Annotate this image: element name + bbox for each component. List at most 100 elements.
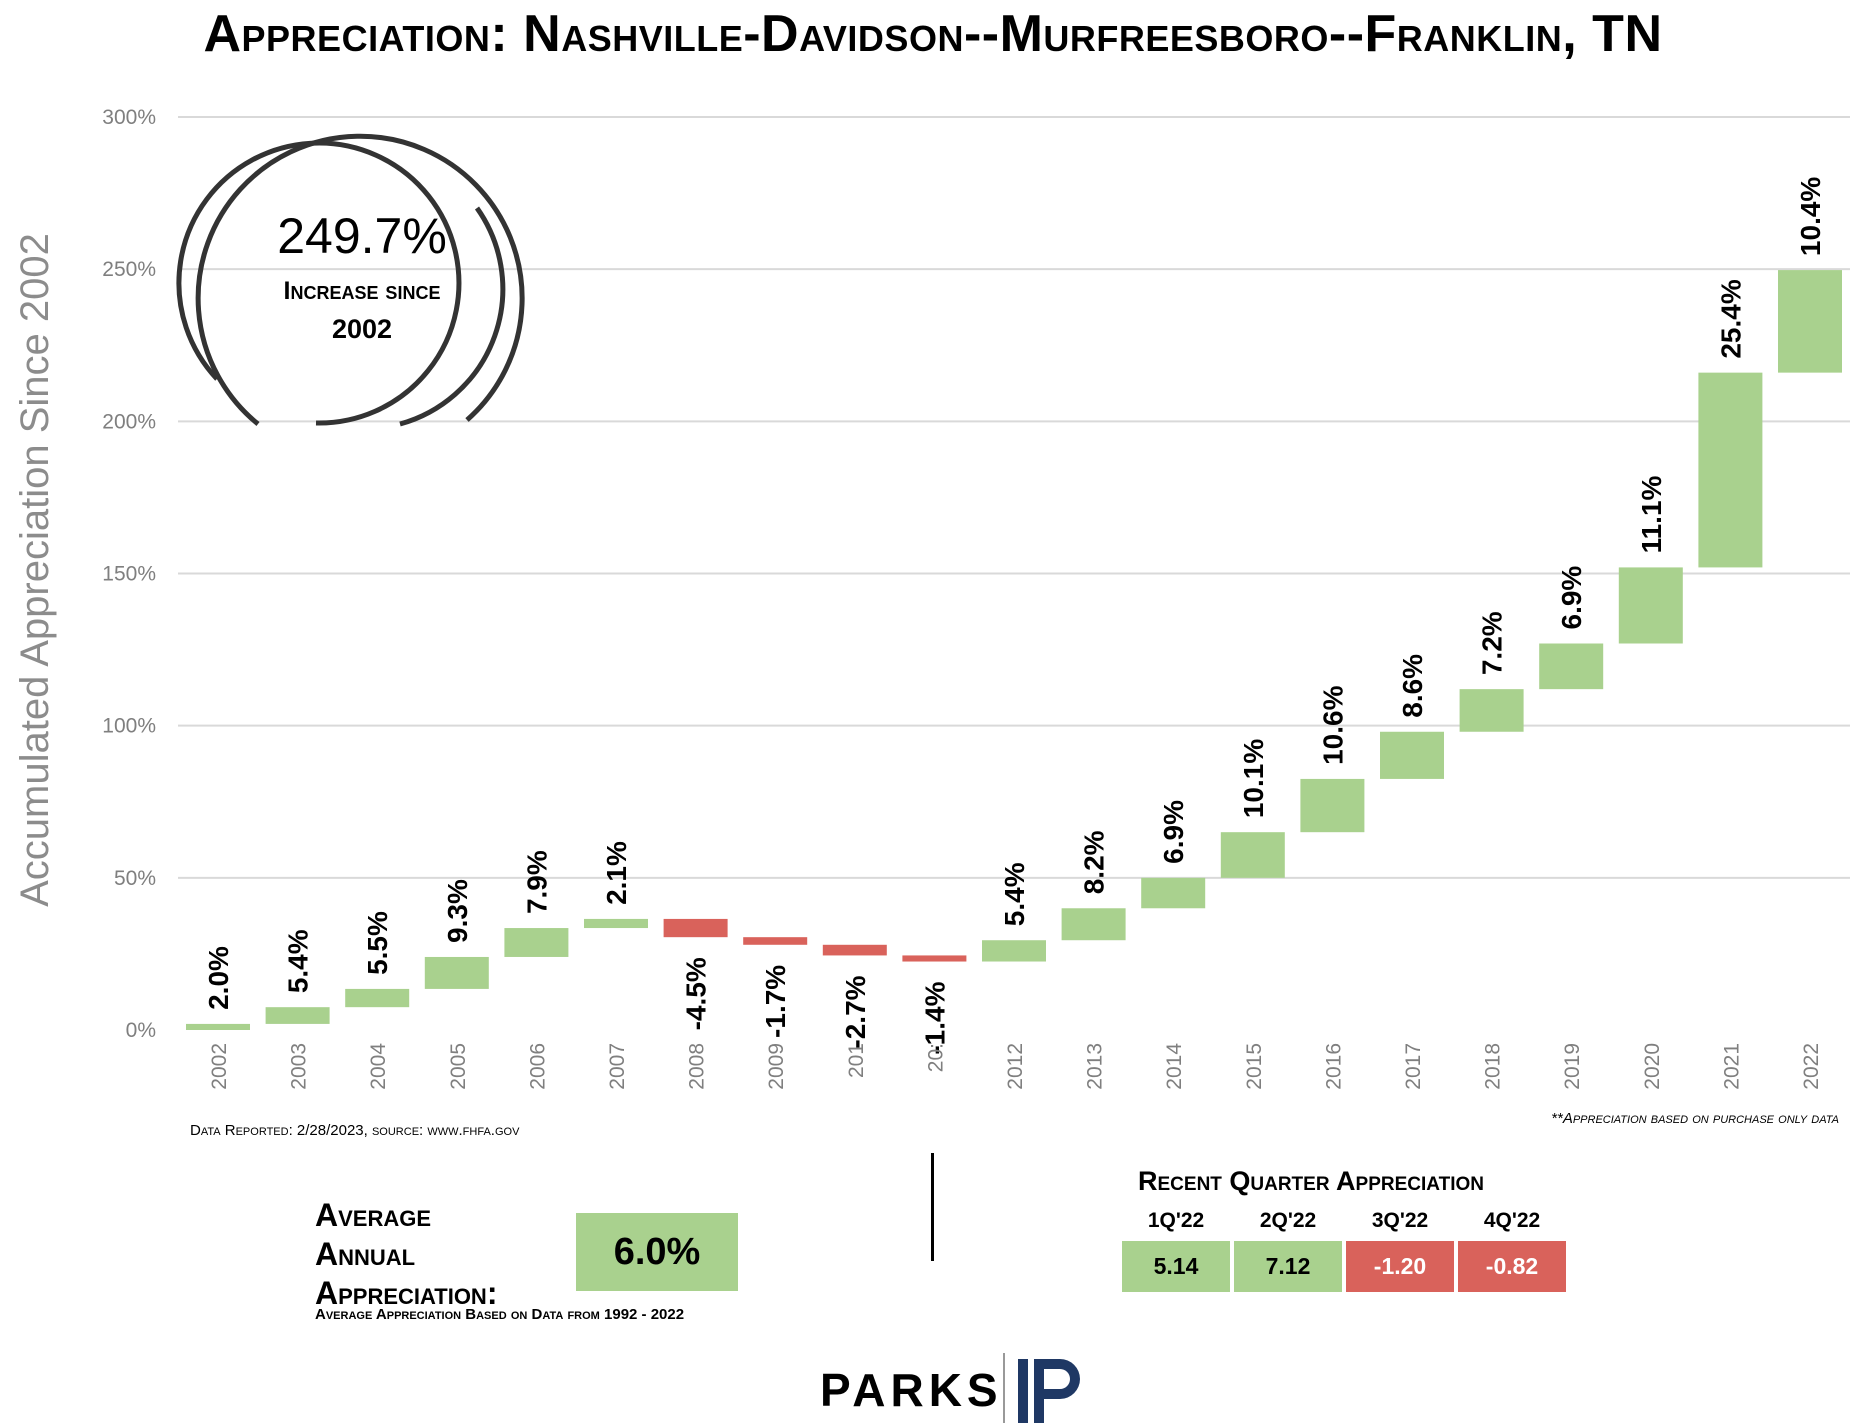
y-tick-label: 100%: [102, 715, 156, 738]
bar-2013: [1061, 908, 1126, 941]
x-axis-ticks: 2002 2003 2004 2005 2006 2007 2008 2009 201 20: 20…: [208, 1043, 1823, 1090]
quarter-label: 3Q'22: [1371, 1209, 1429, 1232]
gridlines: [178, 116, 1850, 879]
bar-2010: [822, 944, 887, 956]
x-tick-label: 2014: [1163, 1043, 1186, 1090]
quarter-value: 5.14: [1122, 1241, 1230, 1292]
data-label: 7.2%: [1477, 611, 1508, 675]
quarter-value: 7.12: [1234, 1241, 1342, 1292]
x-tick-label: 2019: [1561, 1043, 1584, 1090]
y-axis-ticks: 0% 50% 100% 150% 200% 250% 300%: [102, 106, 156, 1042]
x-tick-label: 2017: [1402, 1043, 1425, 1090]
callout-inner-ring: [176, 140, 462, 426]
bar-2005: [424, 956, 489, 989]
bar-2012: [982, 940, 1046, 962]
data-label: 5.4%: [283, 929, 314, 993]
recent-quarter-title: Recent Quarter Appreciation: [1138, 1166, 1484, 1196]
x-tick-label: 2006: [526, 1043, 549, 1090]
data-label: 6.9%: [1556, 566, 1587, 630]
x-tick-label: 2008: [686, 1043, 709, 1090]
x-tick-label: 2007: [606, 1043, 629, 1090]
bar-2021: [1698, 372, 1763, 568]
x-tick-label: 2005: [447, 1043, 470, 1090]
data-label: 8.2%: [1079, 830, 1110, 894]
data-label: 10.1%: [1238, 739, 1269, 818]
bar-2006: [504, 928, 569, 957]
x-tick-label: 2003: [288, 1043, 311, 1090]
callout-line2: 2002: [332, 314, 392, 344]
bar-2008: [663, 918, 728, 938]
bar-2011: [902, 955, 967, 962]
data-label: -1.4%: [919, 981, 950, 1054]
data-label: 10.4%: [1795, 177, 1826, 256]
data-label: 8.6%: [1397, 654, 1428, 718]
bar-2015: [1220, 832, 1285, 878]
y-tick-label: 0%: [126, 1019, 156, 1042]
data-label: 9.3%: [442, 879, 473, 943]
bar-2002: [186, 1023, 250, 1030]
data-source-note: Data Reported: 2/28/2023, source: www.fh…: [190, 1122, 520, 1139]
data-label: 7.9%: [521, 850, 552, 914]
data-label: 11.1%: [1636, 475, 1667, 553]
y-tick-label: 150%: [102, 563, 156, 586]
x-tick-label: 2002: [208, 1043, 231, 1090]
quarter-label: 4Q'22: [1483, 1209, 1541, 1232]
y-tick-label: 250%: [102, 258, 156, 281]
data-label: -2.7%: [840, 975, 871, 1048]
bar-2009: [743, 937, 808, 945]
bar-2020: [1618, 567, 1683, 644]
quarter-label: 1Q'22: [1147, 1209, 1205, 1232]
bar-2014: [1141, 877, 1206, 909]
x-tick-label: 20:: [924, 1043, 947, 1072]
data-label: 5.4%: [999, 862, 1030, 926]
x-tick-label: 2004: [367, 1043, 390, 1090]
data-label: 5.5%: [362, 911, 393, 975]
bars: [186, 270, 1842, 1030]
bar-2022: [1778, 270, 1842, 373]
quarter-label: 2Q'22: [1259, 1209, 1317, 1232]
x-tick-label: 2012: [1004, 1043, 1027, 1090]
y-tick-label: 300%: [102, 106, 156, 129]
x-tick-label: 2022: [1800, 1043, 1823, 1090]
average-annual-label: Average Annual Appreciation:: [315, 1197, 498, 1311]
x-tick-label: 2009: [765, 1043, 788, 1090]
data-label: 2.0%: [203, 946, 234, 1010]
callout-inner-ring-cap: [399, 206, 506, 427]
callout-outer-ring: [195, 133, 525, 426]
data-labels: 2.0% 5.4% 5.5% 9.3% 7.9% 2.1% -4.5% -1.7% -2.7% -…: [203, 177, 1826, 1055]
purchase-only-note: **Appreciation based on purchase only da…: [1551, 1110, 1839, 1127]
y-tick-label: 50%: [114, 867, 156, 890]
x-tick-label: 2013: [1084, 1043, 1107, 1090]
data-label: -4.5%: [681, 957, 712, 1030]
data-label: 25.4%: [1715, 279, 1746, 358]
data-label: 10.6%: [1317, 685, 1348, 764]
bar-2017: [1380, 731, 1444, 779]
average-annual-value: 6.0%: [576, 1213, 738, 1291]
average-basis-note: Average Appreciation Based on Data from …: [315, 1306, 685, 1323]
y-tick-label: 200%: [102, 410, 156, 433]
parks-p-logo-icon: [1018, 1359, 1080, 1423]
bar-2018: [1459, 689, 1524, 732]
callout-value: 249.7%: [277, 208, 447, 264]
x-tick-label: 2020: [1641, 1043, 1664, 1090]
x-tick-label: 2018: [1482, 1043, 1505, 1090]
logo-divider: [1003, 1353, 1005, 1423]
bar-2004: [345, 988, 410, 1008]
chart-title: Appreciation: Nashville-Davidson--Murfre…: [203, 5, 1663, 63]
parks-logo-text: PARKS: [820, 1364, 1003, 1416]
callout-line1: Increase since: [284, 277, 441, 305]
data-label: 6.9%: [1158, 800, 1189, 864]
bar-2007: [584, 918, 648, 929]
data-label: -1.7%: [760, 965, 791, 1038]
x-tick-label: 2016: [1322, 1043, 1345, 1090]
bar-2016: [1300, 778, 1365, 833]
callout-badge: 249.7% Increase since 2002: [176, 133, 525, 427]
x-tick-label: 2021: [1720, 1043, 1743, 1090]
quarter-value: -1.20: [1346, 1241, 1454, 1292]
bar-2003: [265, 1007, 330, 1024]
section-divider: [931, 1153, 934, 1261]
x-tick-label: 201: [845, 1043, 868, 1078]
y-axis-label: Accumulated Appreciation Since 2002: [13, 233, 57, 907]
data-label: 2.1%: [601, 841, 632, 905]
